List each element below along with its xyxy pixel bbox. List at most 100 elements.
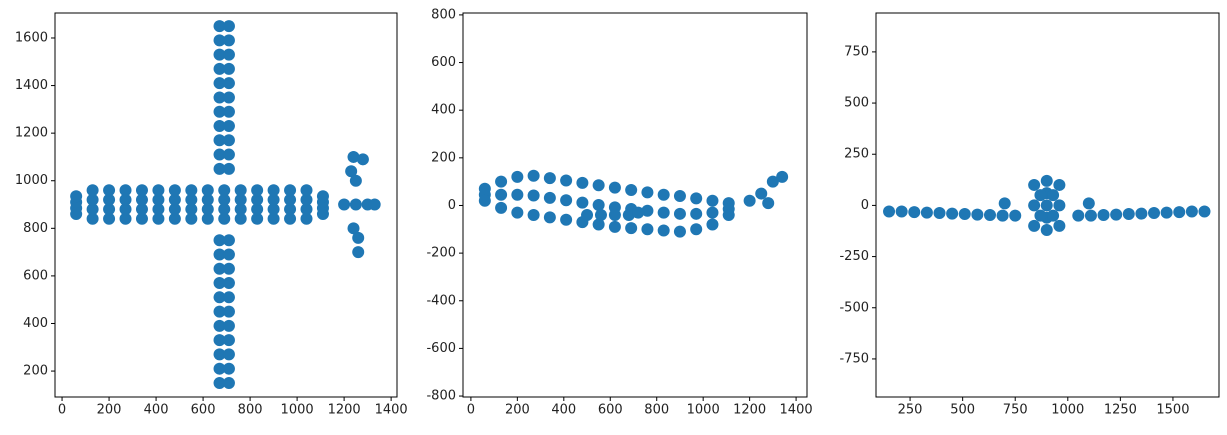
point	[1198, 205, 1211, 218]
point	[1185, 205, 1198, 218]
x-tick-label: 1000	[1051, 403, 1084, 418]
point	[316, 190, 329, 203]
y-tick-label: 1600	[15, 30, 48, 45]
point	[267, 193, 280, 206]
y-tick-label: 0	[448, 198, 456, 213]
point	[213, 376, 226, 389]
x-tick-label: 400	[144, 403, 169, 418]
point	[103, 184, 116, 197]
point	[135, 193, 148, 206]
point	[592, 199, 605, 211]
x-tick-label: 750	[1003, 403, 1028, 418]
point	[86, 184, 99, 197]
point	[657, 206, 670, 219]
point	[103, 212, 116, 225]
point	[933, 206, 946, 219]
point	[495, 188, 508, 201]
point	[213, 148, 226, 161]
point	[560, 213, 573, 226]
point	[1028, 199, 1041, 212]
point	[706, 218, 719, 231]
point	[222, 348, 235, 361]
point	[641, 186, 654, 199]
x-tick-label: 1200	[733, 403, 766, 418]
y-tick-label: -500	[839, 300, 869, 315]
point	[222, 105, 235, 118]
point	[168, 193, 181, 206]
point	[213, 48, 226, 61]
point	[300, 184, 313, 197]
x-tick-label: 1500	[1156, 403, 1189, 418]
y-tick-label: -600	[426, 341, 456, 356]
point	[1148, 206, 1161, 219]
point	[213, 62, 226, 75]
point	[222, 48, 235, 61]
point	[213, 234, 226, 247]
point	[213, 34, 226, 47]
x-tick-label: 0	[467, 403, 475, 418]
point	[222, 20, 235, 33]
point	[222, 120, 235, 133]
point	[103, 193, 116, 206]
point	[213, 348, 226, 361]
point	[86, 193, 99, 206]
point	[1053, 178, 1066, 191]
point	[345, 165, 358, 178]
x-tick-label: 1400	[780, 403, 813, 418]
point	[222, 305, 235, 318]
y-tick-label: 1000	[15, 173, 48, 188]
point	[576, 176, 589, 189]
point	[1028, 178, 1041, 191]
point	[527, 189, 540, 202]
point	[213, 362, 226, 375]
point	[119, 184, 132, 197]
point	[213, 277, 226, 290]
point	[368, 198, 381, 211]
point	[495, 201, 508, 214]
point	[218, 193, 231, 206]
point	[222, 248, 235, 261]
point	[222, 134, 235, 147]
point	[1110, 208, 1123, 221]
point	[1082, 197, 1095, 210]
point	[135, 212, 148, 225]
point	[356, 153, 369, 166]
point	[1084, 209, 1097, 222]
point	[1173, 206, 1186, 219]
point	[168, 184, 181, 197]
axes-frame	[54, 12, 398, 398]
point	[511, 188, 524, 201]
point	[70, 190, 83, 203]
point	[185, 184, 198, 197]
point	[608, 181, 621, 194]
point	[168, 203, 181, 216]
point	[543, 172, 556, 185]
point	[338, 198, 351, 211]
y-tick-label: -200	[426, 246, 456, 261]
point	[267, 203, 280, 216]
y-tick-label: -250	[839, 249, 869, 264]
point	[908, 206, 921, 219]
point	[883, 205, 896, 218]
point	[152, 184, 165, 197]
point	[543, 191, 556, 204]
point	[755, 187, 768, 200]
point	[267, 184, 280, 197]
point	[234, 193, 247, 206]
point	[722, 209, 735, 222]
point	[119, 212, 132, 225]
point	[632, 206, 645, 219]
point	[983, 209, 996, 222]
point	[119, 193, 132, 206]
y-tick-label: 1200	[15, 126, 48, 141]
point	[511, 206, 524, 219]
point	[641, 204, 654, 217]
x-tick-label: 200	[97, 403, 122, 418]
x-tick-label: 1400	[375, 403, 408, 418]
point	[657, 188, 670, 201]
point	[971, 208, 984, 221]
point	[608, 220, 621, 233]
y-tick-label: 400	[431, 103, 456, 118]
point	[1053, 199, 1066, 212]
point	[560, 194, 573, 207]
